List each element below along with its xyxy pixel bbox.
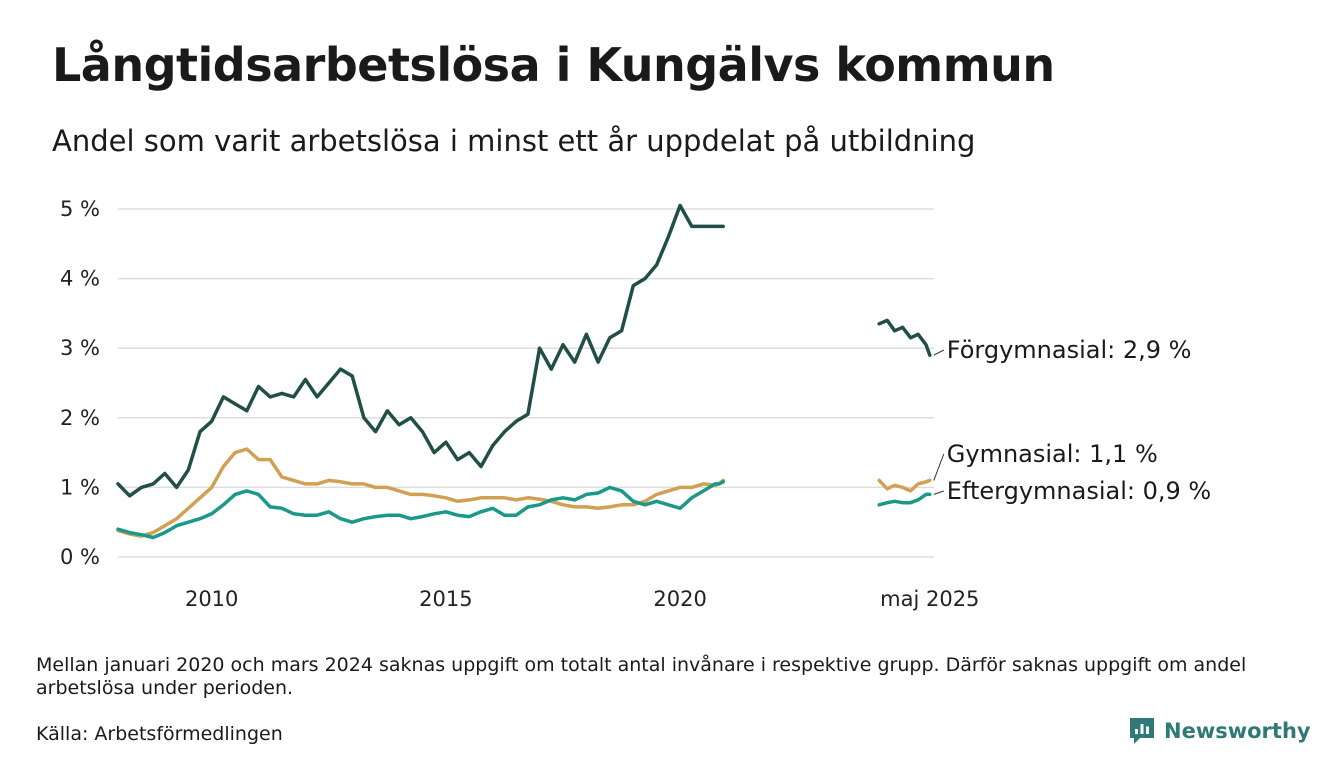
series-end-labels: Förgymnasial: 2,9 % Gymnasial: 1,1 % Efter… [933, 336, 1211, 505]
series-line-eftergymnasial [877, 492, 932, 507]
y-tick-label: 4 % [60, 267, 100, 291]
y-tick-label: 2 % [60, 406, 100, 430]
label-connector [933, 453, 945, 481]
series-line-förgymnasial [877, 318, 932, 357]
series-end-label: Eftergymnasial: 0,9 % [947, 477, 1211, 505]
y-tick-label: 5 % [60, 197, 100, 221]
gridlines [118, 208, 934, 558]
y-tick-label: 0 % [60, 545, 100, 569]
newsworthy-logo-icon [1130, 718, 1154, 744]
y-axis: 0 % 1 % 2 % 3 % 4 % 5 % [60, 197, 100, 569]
x-tick-label: 2015 [419, 587, 472, 611]
y-tick-label: 1 % [60, 475, 100, 499]
series-end-label: Gymnasial: 1,1 % [947, 440, 1158, 468]
newsworthy-logo-text: Newsworthy [1164, 719, 1311, 743]
y-tick-label: 3 % [60, 336, 100, 360]
chart-subtitle: Andel som varit arbetslösa i minst ett å… [52, 124, 976, 158]
line-chart: 0 %1 %2 %3 %4 %5 % 2010 2015 2020 maj 2025 … [60, 197, 1211, 611]
x-tick-label: 2010 [185, 587, 238, 611]
x-tick-label: 2020 [653, 587, 706, 611]
series-line-gymnasial [116, 447, 725, 538]
x-tick-label: maj 2025 [880, 587, 979, 611]
x-axis: 2010 2015 2020 maj 2025 [185, 587, 979, 611]
chart-title: Långtidsarbetslösa i Kungälvs kommun [52, 38, 1055, 92]
label-connector [933, 490, 944, 495]
series-end-label: Förgymnasial: 2,9 % [947, 336, 1192, 364]
newsworthy-logo: Newsworthy [1128, 716, 1311, 746]
source-text: Källa: Arbetsförmedlingen [36, 723, 283, 745]
series-line-gymnasial [877, 478, 932, 493]
series-line-förgymnasial [116, 203, 725, 498]
label-connector [933, 349, 945, 356]
series-line-eftergymnasial [116, 480, 725, 540]
series-lines [116, 203, 932, 540]
footnote: Mellan januari 2020 och mars 2024 saknas… [36, 654, 1247, 699]
